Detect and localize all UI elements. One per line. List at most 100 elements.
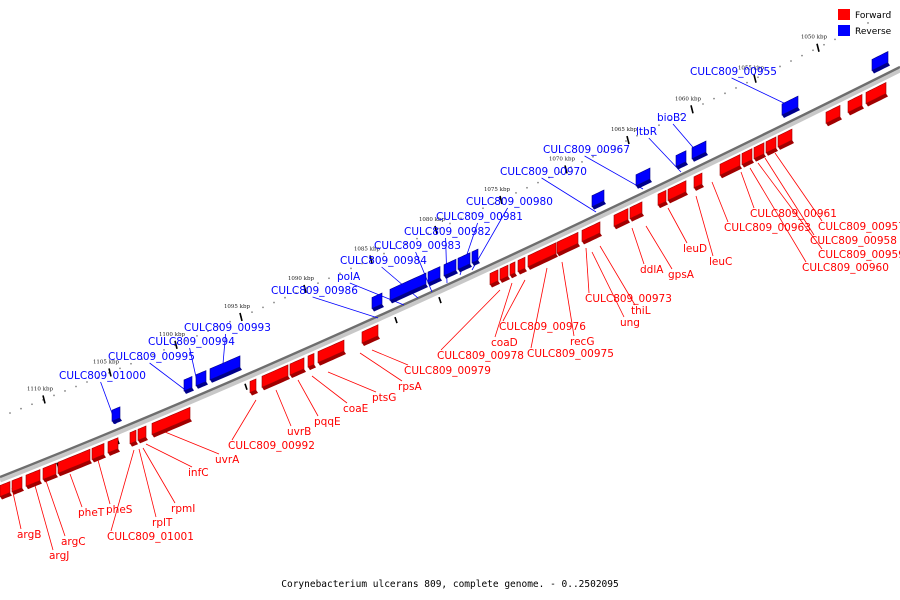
forward-leader-line <box>97 459 111 505</box>
reverse-gene-shadow <box>428 277 442 287</box>
forward-gene-label: CULC809_00960 <box>802 262 889 274</box>
legend: Forward Reverse <box>838 9 892 37</box>
reverse-gene-shadow <box>184 387 194 394</box>
backbone-tick-mark <box>394 316 398 324</box>
scale-tick-label: 1080 kbp <box>419 217 446 223</box>
forward-gene-shadow <box>754 153 766 162</box>
reverse-gene-label: CULC809_00984 <box>340 255 427 267</box>
legend-forward-label: Forward <box>855 11 891 21</box>
forward-gene <box>581 221 601 242</box>
reverse-gene-label: CULC809_00955 <box>690 66 777 78</box>
track-dot <box>625 140 627 142</box>
forward-gene-label: CULC809_00958 <box>810 235 897 247</box>
forward-gene-shadow <box>43 474 58 483</box>
reverse-gene <box>195 370 207 387</box>
forward-gene-label: gpsA <box>668 269 695 281</box>
forward-gene-label: leuC <box>709 256 732 268</box>
forward-gene <box>753 142 765 160</box>
forward-gene-shadow <box>318 351 346 366</box>
scale-tick-mark <box>564 165 568 174</box>
forward-gene-shadow <box>130 441 138 447</box>
backbone-tick-mark <box>244 383 248 391</box>
forward-gene-shadow <box>528 253 558 270</box>
forward-leader-line <box>585 247 590 294</box>
track-dot <box>614 145 616 148</box>
reverse-gene <box>183 376 193 392</box>
track-dot <box>339 272 341 275</box>
reverse-gene <box>209 355 241 381</box>
track-dot <box>581 161 583 163</box>
reverse-leader-line <box>584 155 644 190</box>
track-dot <box>262 306 264 309</box>
reverse-gene-shadow <box>592 200 606 210</box>
forward-gene <box>11 476 23 493</box>
forward-gene <box>847 93 863 113</box>
forward-gene-label: pheT <box>78 507 105 519</box>
forward-gene <box>667 180 687 201</box>
track-dot <box>460 217 462 220</box>
forward-gene <box>249 378 257 393</box>
forward-leader-line <box>33 481 54 551</box>
forward-gene <box>289 357 305 376</box>
reverse-gene <box>111 406 121 422</box>
reverse-gene-shadow <box>472 260 480 266</box>
track-dot <box>658 124 660 127</box>
scale-tick-mark <box>499 195 503 205</box>
track-dot <box>889 11 891 13</box>
scale-tick-label: 1110 kbp <box>27 386 54 392</box>
reverse-gene-shadow <box>676 161 688 170</box>
track-dot <box>515 192 517 194</box>
track-dot <box>724 92 726 95</box>
forward-gene-label: coaD <box>491 337 518 349</box>
scale-tick-label: 1060 kbp <box>675 96 702 102</box>
forward-gene-shadow <box>614 219 630 230</box>
forward-leader-line <box>757 162 823 250</box>
forward-gene <box>741 148 753 166</box>
forward-gene-label: ptsG <box>372 392 396 404</box>
forward-gene-shadow <box>308 364 316 371</box>
legend-reverse-label: Reverse <box>855 27 892 37</box>
track-dot <box>350 267 352 270</box>
track-dot <box>141 358 143 361</box>
forward-gene-shadow <box>742 159 754 168</box>
forward-leader-line <box>645 225 673 270</box>
forward-gene-label: CULC809_00978 <box>437 350 524 362</box>
reverse-leader-line <box>149 362 189 393</box>
scale-ticks: 1050 kbp 1055 kbp 1060 kbp 1065 kbp 1070 kbp… <box>27 35 828 470</box>
forward-leader-line <box>359 352 403 382</box>
forward-gene-shadow <box>108 448 120 456</box>
track-dot <box>31 403 33 406</box>
scale-tick-label: 1050 kbp <box>801 35 828 41</box>
reverse-gene-label: CULC809_01000 <box>59 370 146 382</box>
forward-gene-shadow <box>92 454 106 463</box>
track-dot <box>768 70 770 73</box>
forward-leader-line <box>740 171 755 209</box>
track-dot <box>372 257 374 260</box>
forward-gene <box>865 82 887 104</box>
track-dot <box>867 22 869 24</box>
forward-leader-line <box>502 279 526 322</box>
track-dot <box>559 171 561 174</box>
forward-leader-line <box>327 371 377 393</box>
track-dot <box>273 301 275 304</box>
reverse-gene-label: CULC809_00993 <box>184 322 271 334</box>
forward-leader-line <box>749 167 807 263</box>
gene-features <box>0 51 890 500</box>
track-dot <box>438 227 440 230</box>
label-leader-lines <box>11 77 823 551</box>
scale-tick-mark <box>434 225 438 235</box>
reverse-gene-shadow <box>444 270 458 279</box>
reverse-gene-shadow <box>390 283 428 304</box>
forward-gene-shadow <box>26 480 42 490</box>
track-dot <box>163 348 165 351</box>
forward-gene-shadow <box>778 140 794 150</box>
reverse-gene <box>457 252 471 270</box>
scale-tick-label: 1090 kbp <box>288 276 315 282</box>
track-dot <box>229 320 231 323</box>
forward-gene <box>777 128 793 148</box>
reverse-gene-label: CULC809_00982 <box>404 226 491 238</box>
reverse-gene <box>635 167 651 187</box>
forward-gene-shadow <box>766 147 778 156</box>
scale-tick-mark <box>174 340 178 350</box>
forward-leader-line <box>275 389 292 427</box>
